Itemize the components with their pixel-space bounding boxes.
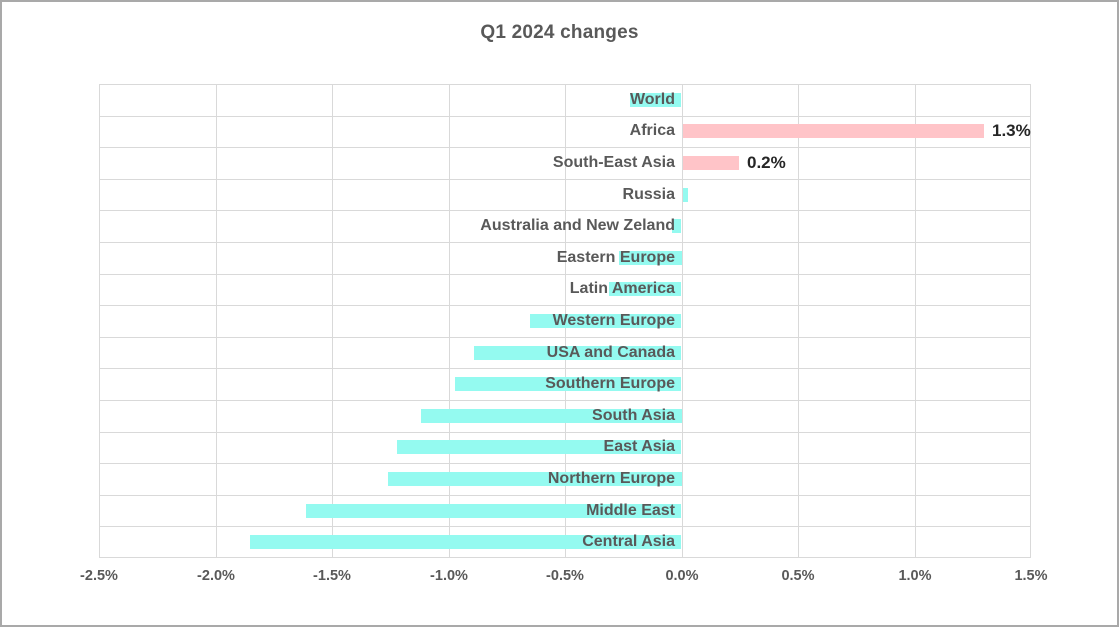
x-tick-label: -0.5% [546, 568, 584, 584]
x-tick-label: 1.5% [1014, 568, 1048, 584]
x-tick-label: 1.0% [898, 568, 932, 584]
category-label-south-asia: South Asia [592, 407, 675, 424]
category-label-southern-europe: Southern Europe [545, 375, 675, 392]
category-label-eastern-europe: Eastern Europe [556, 249, 675, 266]
category-label-russia: Russia [622, 186, 675, 203]
x-tick-label: -2.0% [197, 568, 235, 584]
data-label-south-east-asia: 0.2% [747, 153, 786, 172]
category-label-world: World [629, 91, 675, 108]
category-label-middle-east: Middle East [586, 502, 675, 519]
x-tick-label: -1.5% [313, 568, 351, 584]
vertical-gridline [332, 84, 333, 558]
horizontal-gridline [99, 432, 1031, 433]
category-label-northern-europe: Northern Europe [547, 470, 675, 487]
bar-western-europe [530, 314, 681, 328]
bar-south-asia [421, 409, 682, 423]
bar-russia [683, 188, 688, 202]
horizontal-gridline [99, 526, 1031, 527]
category-label-central-asia: Central Asia [582, 533, 675, 550]
category-label-usa-and-canada: USA and Canada [546, 344, 675, 361]
vertical-gridline [99, 84, 100, 558]
bar-central-asia [250, 535, 681, 549]
bar-africa [683, 124, 984, 138]
horizontal-gridline [99, 116, 1031, 117]
horizontal-gridline [99, 305, 1031, 306]
horizontal-gridline [99, 400, 1031, 401]
horizontal-gridline [99, 557, 1031, 558]
bar-southern-europe [455, 377, 681, 391]
bar-east-asia [397, 440, 681, 454]
vertical-gridline [449, 84, 450, 558]
bar-world [630, 93, 681, 107]
chart-title: Q1 2024 changes [480, 22, 639, 43]
horizontal-gridline [99, 84, 1031, 85]
vertical-gridline [682, 84, 683, 558]
horizontal-gridline [99, 463, 1031, 464]
category-label-south-east-asia: South-East Asia [552, 154, 675, 171]
horizontal-gridline [99, 337, 1031, 338]
category-label-western-europe: Western Europe [552, 312, 675, 329]
vertical-gridline [798, 84, 799, 558]
x-tick-label: 0.0% [665, 568, 699, 584]
horizontal-gridline [99, 274, 1031, 275]
horizontal-gridline [99, 147, 1031, 148]
horizontal-gridline [99, 210, 1031, 211]
horizontal-gridline [99, 368, 1031, 369]
x-axis: -2.5% -2.0% -1.5% -1.0% -0.5% 0.0% 0.5% 1.0% 1.5… [80, 568, 1047, 590]
horizontal-gridline [99, 179, 1031, 180]
x-tick-label: -1.0% [430, 568, 468, 584]
category-label-east-asia: East Asia [603, 438, 675, 455]
category-label-africa: Africa [629, 122, 675, 139]
plot-area: World Africa 1.3% South-East Asia 0.2% Russia… [99, 84, 1031, 558]
bar-australia-and-new-zeland [672, 219, 681, 233]
vertical-gridline [915, 84, 916, 558]
vertical-gridline [216, 84, 217, 558]
bar-latin-america [609, 282, 681, 296]
vertical-gridline [1030, 84, 1031, 558]
bar-usa-and-canada [474, 346, 681, 360]
bar-northern-europe [388, 472, 682, 486]
bar-middle-east [306, 504, 681, 518]
horizontal-gridline [99, 242, 1031, 243]
category-label-latin-america: Latin America [569, 280, 675, 297]
x-tick-label: 0.5% [781, 568, 815, 584]
horizontal-gridline [99, 495, 1031, 496]
bar-south-east-asia [683, 156, 739, 170]
bar-eastern-europe [619, 251, 682, 265]
data-label-africa: 1.3% [992, 121, 1031, 140]
category-label-australia-and-new-zeland: Australia and New Zeland [480, 217, 675, 234]
x-tick-label: -2.5% [80, 568, 118, 584]
